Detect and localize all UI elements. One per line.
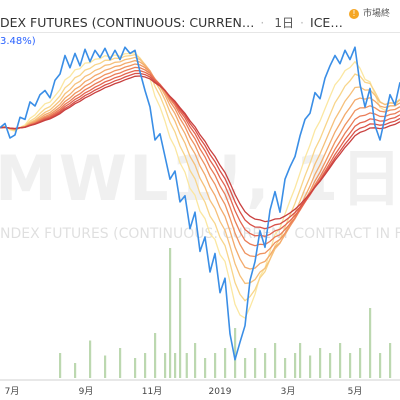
volume-bar — [294, 353, 297, 378]
moving-average-line — [0, 51, 400, 320]
exchange-label: ICE… — [310, 15, 343, 30]
volume-bar — [309, 355, 312, 378]
time-tick-label: 9月 — [79, 386, 94, 397]
price-change-readout: 3.48%) — [0, 36, 36, 47]
chart-header: DEX FUTURES (CONTINUOUS: CURREN… · 1日 · ICE…… — [0, 0, 400, 33]
volume-bar — [359, 348, 362, 378]
moving-average-line — [0, 53, 400, 302]
moving-average-line — [0, 75, 400, 223]
moving-average-line — [0, 63, 400, 258]
volume-bar — [299, 343, 302, 378]
volume-bar — [264, 353, 267, 378]
volume-bar — [169, 248, 172, 378]
volume-bar — [59, 353, 62, 378]
volume-bar — [174, 353, 177, 378]
volume-bar — [274, 343, 277, 378]
volume-bar — [284, 358, 287, 378]
volume-bar — [319, 348, 322, 378]
volume-bar — [214, 353, 217, 378]
volume-bar — [329, 353, 332, 378]
volume-bar — [349, 353, 352, 378]
moving-average-line — [0, 59, 400, 270]
moving-average-ribbon — [0, 51, 400, 320]
time-axis[interactable]: 7月 9月 11月 2019 3月 5月 — [0, 379, 400, 397]
volume-bar — [389, 343, 392, 378]
info-icon: ! — [349, 8, 359, 19]
volume-bars — [59, 248, 392, 378]
volume-bar — [185, 353, 188, 378]
volume-bar — [379, 353, 382, 378]
symbol-description[interactable]: DEX FUTURES (CONTINUOUS: CURREN… — [0, 15, 255, 30]
market-status[interactable]: ! 市場終 — [349, 6, 390, 19]
volume-bar — [369, 308, 372, 378]
volume-bar — [144, 353, 147, 378]
volume-bar — [254, 348, 257, 378]
volume-bar — [104, 355, 107, 378]
volume-bar — [204, 358, 207, 378]
volume-bar — [89, 340, 92, 378]
volume-bar — [164, 353, 167, 378]
interval-label[interactable]: 1日 — [274, 16, 295, 30]
volume-bar — [179, 278, 182, 378]
volume-bar — [224, 348, 227, 378]
price-line — [0, 46, 400, 361]
volume-bar — [339, 343, 342, 378]
moving-average-line — [0, 66, 400, 247]
volume-bar — [119, 348, 122, 378]
moving-average-line — [0, 56, 400, 285]
volume-bar — [244, 358, 247, 378]
symbol-title[interactable]: DEX FUTURES (CONTINUOUS: CURREN… · 1日 · ICE… — [0, 14, 343, 31]
moving-average-line — [0, 69, 400, 237]
volume-bar — [234, 328, 237, 378]
moving-average-line — [0, 72, 400, 230]
title-separator: · — [260, 15, 265, 30]
volume-bar — [134, 358, 137, 378]
volume-bar — [154, 333, 157, 378]
volume-bar — [74, 363, 77, 378]
price-series — [0, 46, 400, 361]
description-watermark: NDEX FUTURES (CONTINUOUS: CURRENT CONTRA… — [0, 226, 400, 242]
volume-bar — [194, 343, 197, 378]
time-tick-label: 5月 — [348, 386, 363, 397]
time-tick-label: 7月 — [5, 386, 20, 397]
time-tick-label: 3月 — [281, 386, 296, 397]
time-tick-label: 11月 — [142, 386, 162, 397]
title-separator: · — [300, 15, 305, 30]
time-tick-label: 2019 — [209, 387, 232, 397]
market-status-label: 市場終 — [363, 9, 391, 19]
